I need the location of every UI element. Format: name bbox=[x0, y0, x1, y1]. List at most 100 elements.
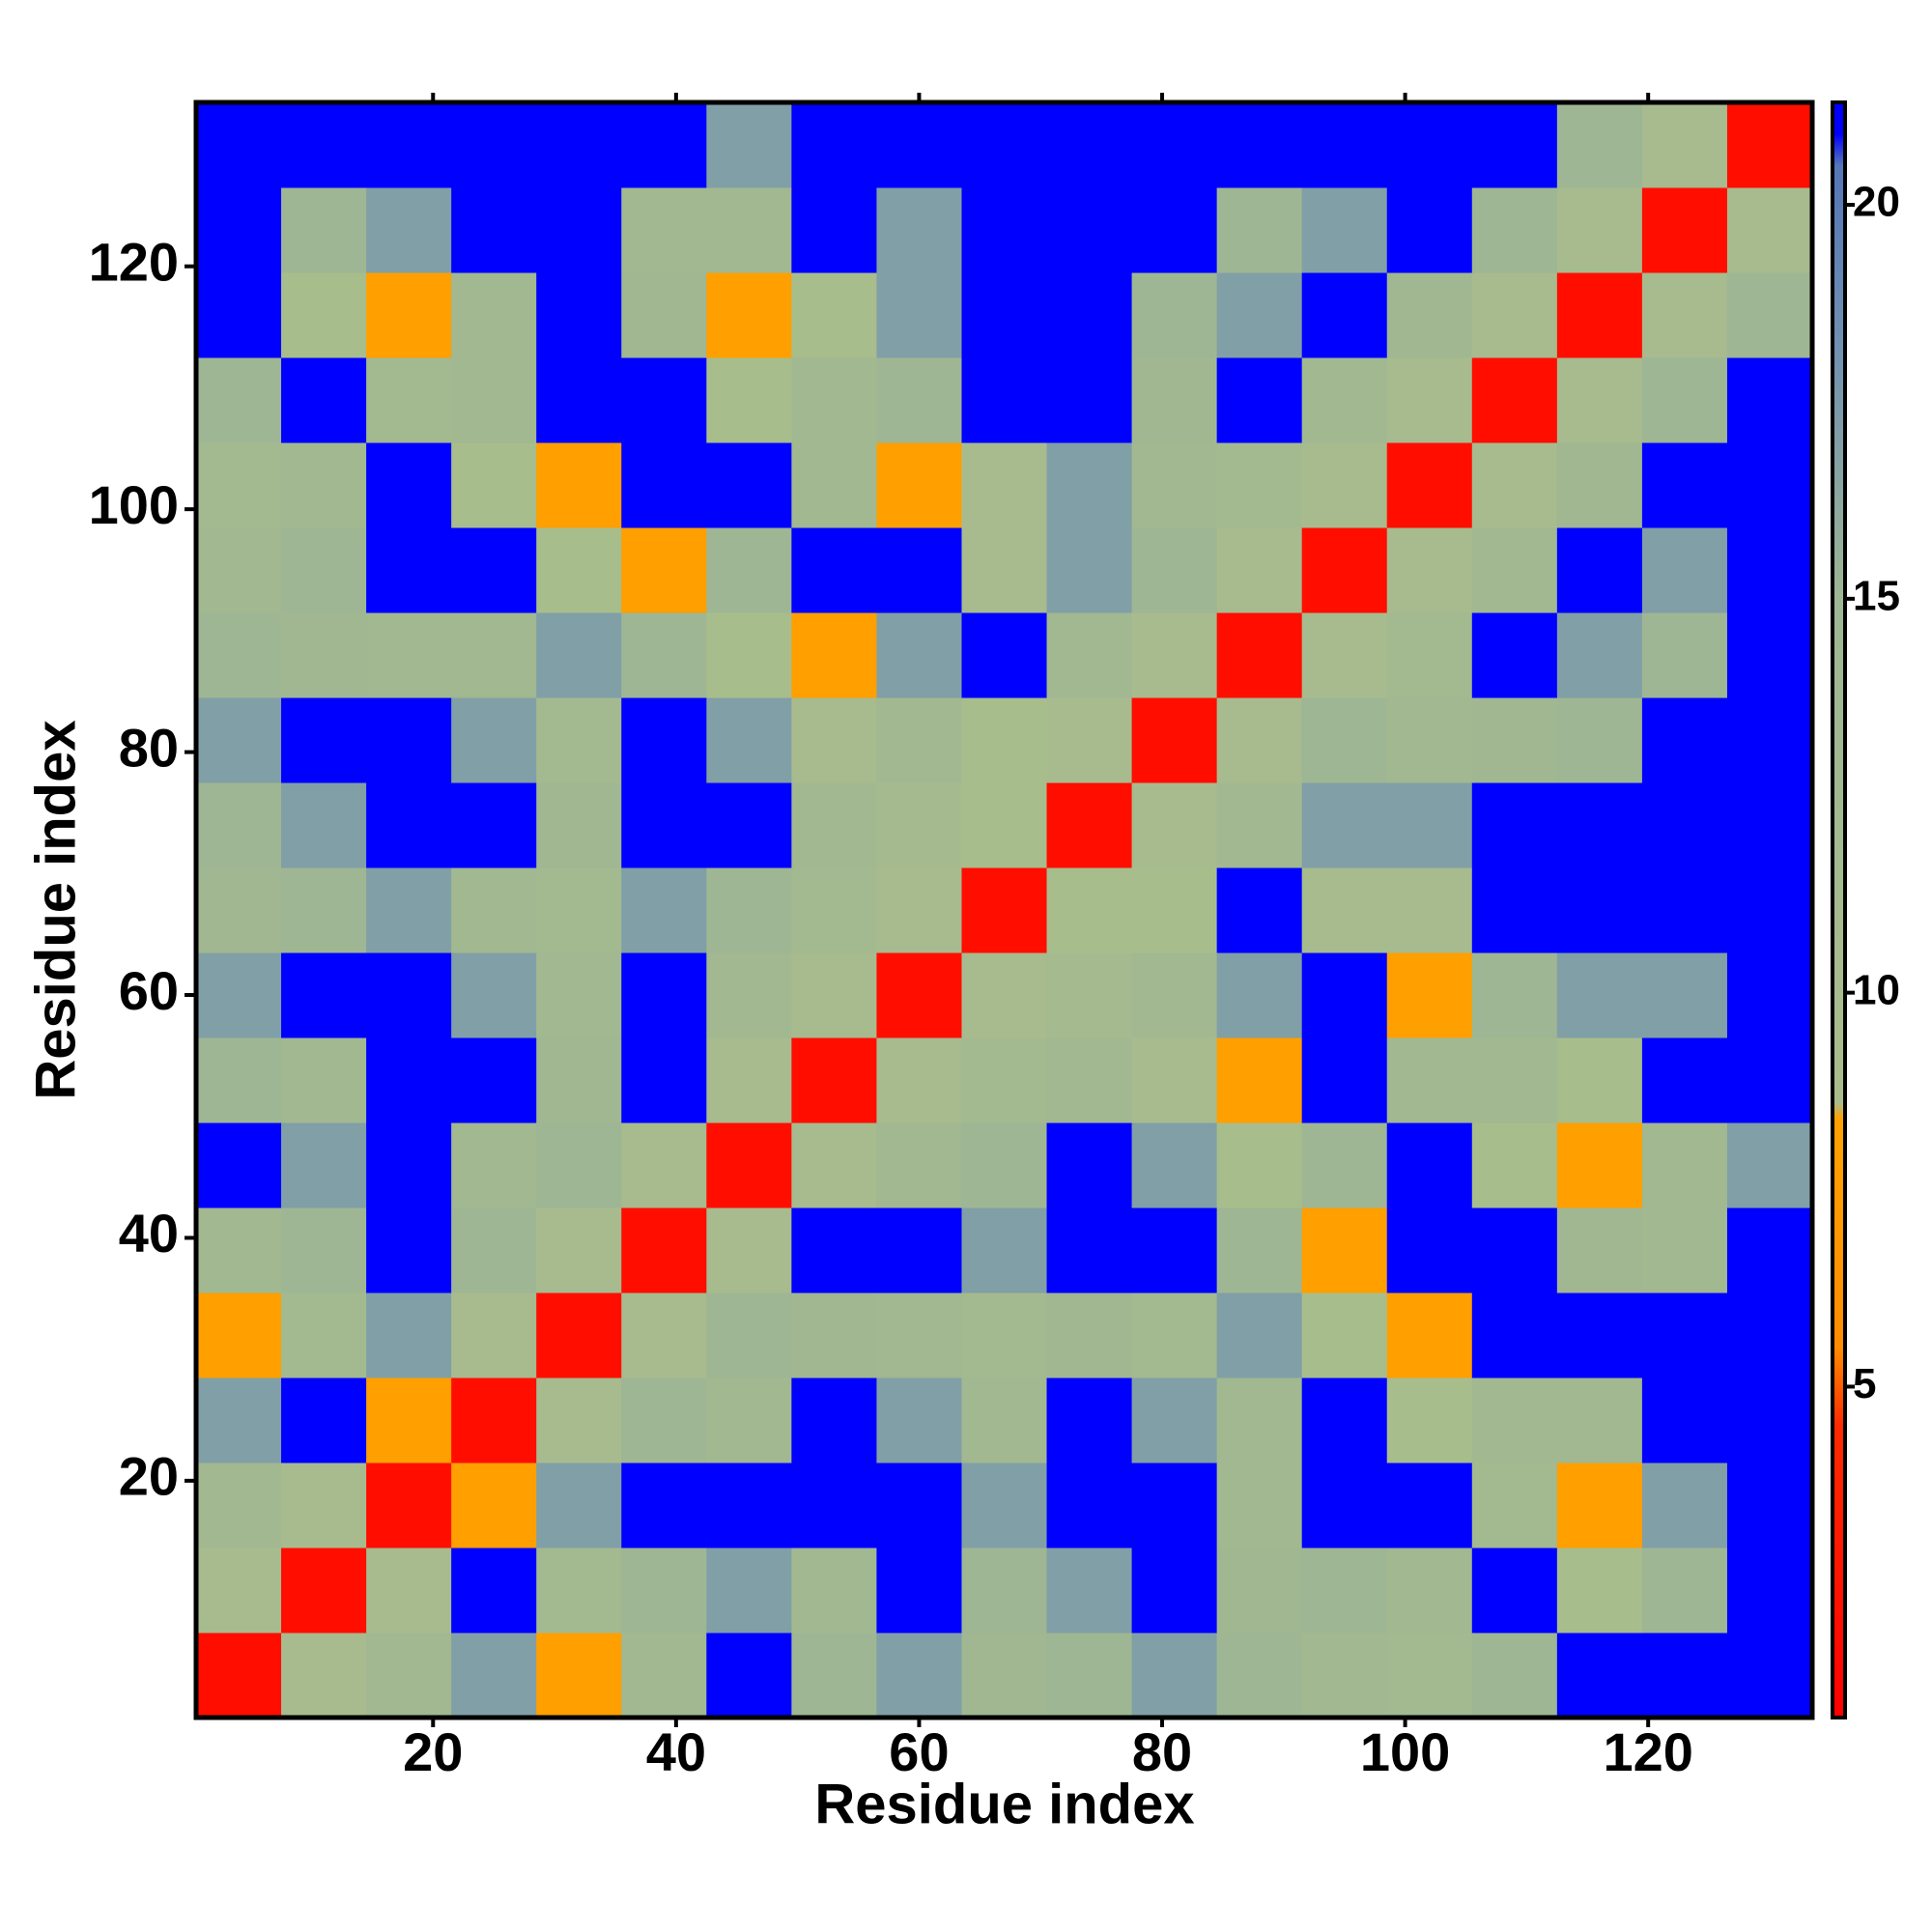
heatmap-cell bbox=[621, 952, 707, 1038]
heatmap-cell bbox=[1046, 612, 1133, 698]
heatmap-cell bbox=[791, 1548, 877, 1634]
heatmap-cell bbox=[451, 1378, 537, 1463]
heatmap-cell bbox=[1046, 442, 1133, 528]
heatmap-cell bbox=[876, 1037, 962, 1123]
heatmap-cell bbox=[1386, 1037, 1473, 1123]
heatmap-cell bbox=[876, 272, 962, 358]
heatmap-cell bbox=[1386, 187, 1473, 273]
heatmap-cell bbox=[451, 1037, 537, 1123]
heatmap-cell bbox=[536, 1037, 622, 1123]
heatmap-cell bbox=[1471, 1463, 1558, 1548]
heatmap-cell bbox=[1131, 1378, 1218, 1463]
heatmap-cell bbox=[1386, 1548, 1473, 1634]
heatmap-cell bbox=[621, 612, 707, 698]
heatmap-cell bbox=[621, 697, 707, 783]
heatmap-cell bbox=[281, 272, 367, 358]
heatmap-cell bbox=[1131, 952, 1218, 1038]
heatmap-cell bbox=[1726, 272, 1813, 358]
heatmap-cell bbox=[451, 1122, 537, 1208]
heatmap-cell bbox=[876, 1208, 962, 1293]
heatmap-cell bbox=[1556, 357, 1643, 443]
heatmap-cell bbox=[621, 1208, 707, 1293]
heatmap-cell bbox=[706, 952, 792, 1038]
heatmap-cell bbox=[706, 782, 792, 868]
heatmap-cell bbox=[1556, 527, 1643, 613]
heatmap-cell bbox=[961, 1633, 1048, 1719]
heatmap-cell bbox=[451, 1208, 537, 1293]
heatmap-cell bbox=[1386, 782, 1473, 868]
heatmap-cell bbox=[961, 357, 1048, 443]
heatmap-cell bbox=[1301, 952, 1388, 1038]
heatmap-cell bbox=[961, 1463, 1048, 1548]
heatmap-cell bbox=[621, 1633, 707, 1719]
heatmap-cell bbox=[791, 527, 877, 613]
heatmap-cell bbox=[366, 1633, 452, 1719]
heatmap-cell bbox=[706, 102, 792, 188]
heatmap-cell bbox=[961, 442, 1048, 528]
heatmap-cell bbox=[1046, 1463, 1133, 1548]
heatmap-cell bbox=[1726, 357, 1813, 443]
heatmap-cell bbox=[1471, 1378, 1558, 1463]
heatmap-cell bbox=[876, 697, 962, 783]
heatmap-cell bbox=[366, 1548, 452, 1634]
heatmap-cell bbox=[1216, 442, 1303, 528]
heatmap-cell bbox=[1471, 1633, 1558, 1719]
heatmap-cell bbox=[876, 1122, 962, 1208]
heatmap-cell bbox=[1726, 1633, 1813, 1719]
colorbar-tick-label: 10 bbox=[1853, 966, 1900, 1013]
heatmap-cell bbox=[876, 527, 962, 613]
heatmap-cell bbox=[451, 527, 537, 613]
heatmap-cell bbox=[1131, 697, 1218, 783]
heatmap-cell bbox=[366, 357, 452, 443]
heatmap-cell bbox=[536, 867, 622, 953]
heatmap-cell bbox=[1556, 1208, 1643, 1293]
heatmap-cell bbox=[1046, 1122, 1133, 1208]
y-tick-label: 120 bbox=[89, 232, 179, 293]
heatmap-cell bbox=[1386, 102, 1473, 188]
heatmap-cell bbox=[281, 952, 367, 1038]
heatmap-cell bbox=[791, 1633, 877, 1719]
heatmap-cell bbox=[1046, 102, 1133, 188]
heatmap-cell bbox=[1301, 1208, 1388, 1293]
heatmap-cell bbox=[196, 442, 282, 528]
heatmap-cell bbox=[1046, 187, 1133, 273]
heatmap-cell bbox=[791, 102, 877, 188]
heatmap-cell bbox=[1046, 1293, 1133, 1378]
heatmap-cell bbox=[621, 1037, 707, 1123]
heatmap-cell bbox=[536, 1293, 622, 1378]
heatmap-cell bbox=[621, 1122, 707, 1208]
heatmap-cell bbox=[1726, 612, 1813, 698]
heatmap-cell bbox=[1556, 612, 1643, 698]
heatmap-cell bbox=[281, 1122, 367, 1208]
heatmap-cell bbox=[1131, 1037, 1218, 1123]
heatmap-cell bbox=[1386, 952, 1473, 1038]
heatmap-cell bbox=[1301, 1122, 1388, 1208]
heatmap-cell bbox=[876, 782, 962, 868]
heatmap-cell bbox=[196, 1378, 282, 1463]
heatmap-cell bbox=[1556, 1548, 1643, 1634]
heatmap-cell bbox=[366, 1378, 452, 1463]
heatmap-cell bbox=[451, 357, 537, 443]
heatmap-cell bbox=[451, 442, 537, 528]
heatmap-cell bbox=[1216, 612, 1303, 698]
heatmap-cell bbox=[1386, 357, 1473, 443]
heatmap-cell bbox=[706, 527, 792, 613]
heatmap-cell bbox=[961, 952, 1048, 1038]
heatmap-cell bbox=[791, 357, 877, 443]
heatmap-cell bbox=[621, 527, 707, 613]
x-axis-title: Residue index bbox=[814, 1773, 1194, 1835]
heatmap-cell bbox=[791, 1037, 877, 1123]
heatmap-cell bbox=[1046, 357, 1133, 443]
heatmap-cell bbox=[1046, 697, 1133, 783]
heatmap-cell bbox=[1301, 867, 1388, 953]
heatmap-cell bbox=[706, 867, 792, 953]
heatmap-cell bbox=[536, 1378, 622, 1463]
heatmap-cell bbox=[1471, 187, 1558, 273]
heatmap-cell bbox=[366, 1463, 452, 1548]
heatmap-cell bbox=[451, 102, 537, 188]
heatmap-cell bbox=[451, 782, 537, 868]
heatmap-cell bbox=[1216, 1293, 1303, 1378]
heatmap-cell bbox=[876, 1633, 962, 1719]
heatmap-cell bbox=[1216, 187, 1303, 273]
heatmap-cell bbox=[451, 272, 537, 358]
